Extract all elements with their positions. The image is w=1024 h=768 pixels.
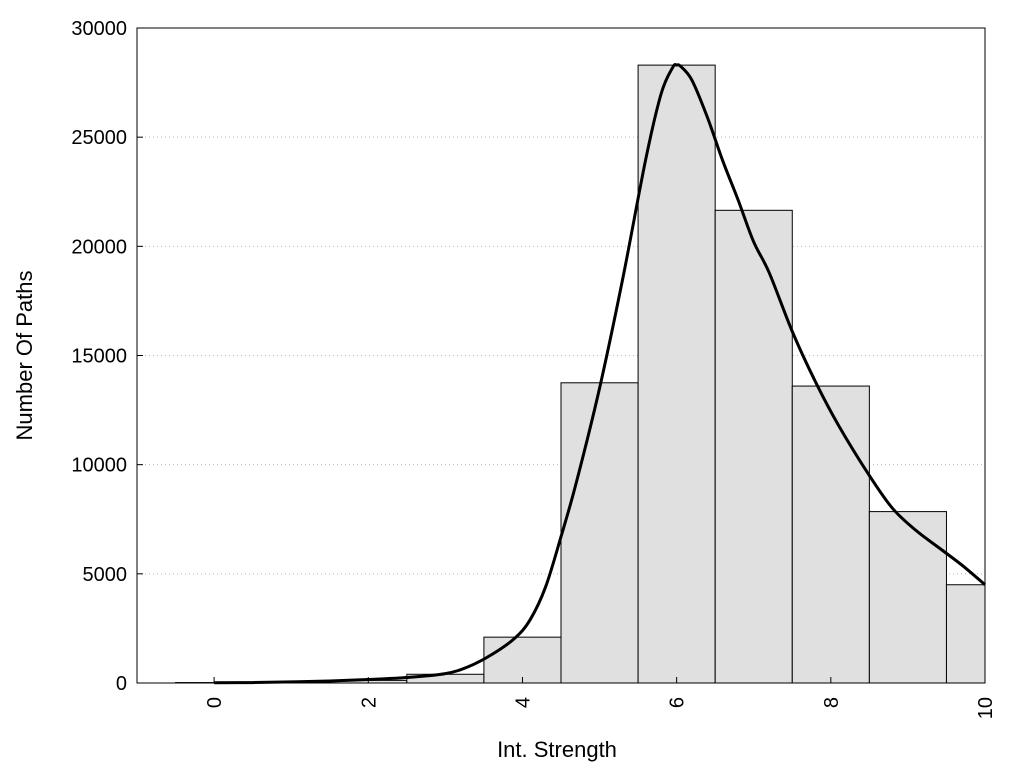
x-tick-label: 2 bbox=[358, 697, 380, 708]
y-tick-label: 15000 bbox=[71, 346, 127, 368]
y-tick-label: 0 bbox=[116, 673, 127, 695]
histogram-bar bbox=[945, 584, 986, 684]
x-tick-label: 8 bbox=[821, 697, 843, 708]
histogram-bar bbox=[483, 636, 562, 684]
y-tick-label: 25000 bbox=[71, 127, 127, 149]
y-tick-label: 20000 bbox=[71, 236, 127, 258]
x-tick-label: 0 bbox=[204, 697, 226, 708]
y-tick-label: 10000 bbox=[71, 455, 127, 477]
y-tick-label: 5000 bbox=[83, 564, 128, 586]
histogram-bar bbox=[714, 209, 793, 684]
y-tick-label: 30000 bbox=[71, 18, 127, 40]
histogram-bar bbox=[868, 511, 947, 684]
x-tick-label: 6 bbox=[667, 697, 689, 708]
x-tick-label: 4 bbox=[512, 697, 534, 708]
histogram-bars bbox=[175, 64, 986, 684]
x-tick-label: 10 bbox=[975, 697, 997, 719]
x-axis-label: Int. Strength bbox=[497, 737, 617, 762]
histogram-bar bbox=[637, 64, 716, 684]
y-axis-ticks: 0 5000 10000 15000 20000 25000 30000 bbox=[71, 18, 143, 695]
histogram-bar bbox=[560, 382, 639, 684]
density-curve-line bbox=[214, 63, 986, 685]
y-axis-label: Number Of Paths bbox=[12, 271, 37, 441]
x-axis-ticks: 0 2 4 6 8 10 bbox=[204, 677, 997, 719]
histogram-bar bbox=[791, 385, 870, 684]
density-curve bbox=[214, 63, 986, 685]
